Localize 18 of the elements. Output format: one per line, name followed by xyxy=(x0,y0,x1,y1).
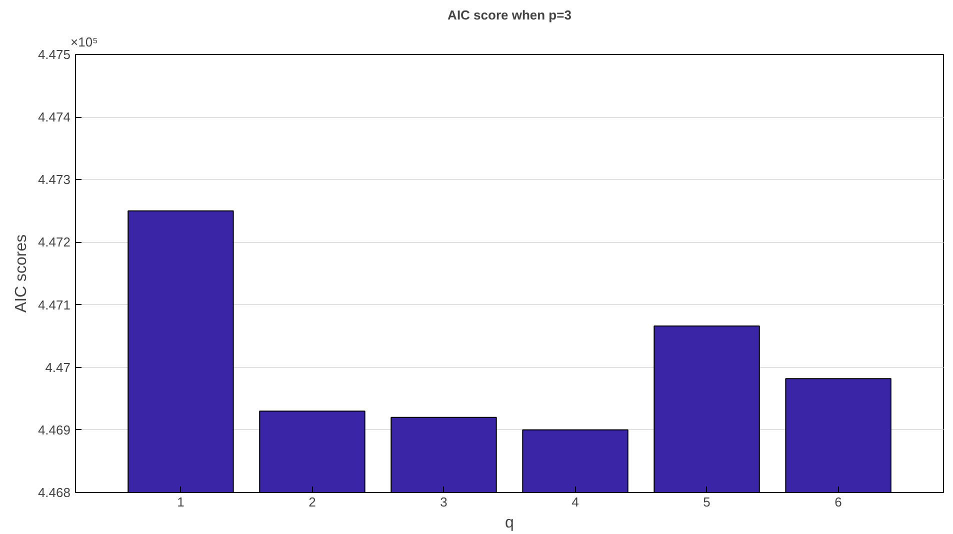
y-tick-label: 4.472 xyxy=(38,234,71,250)
chart-title: AIC score when p=3 xyxy=(448,8,572,22)
x-tick-label: 5 xyxy=(703,494,710,510)
y-axis-title: AIC scores xyxy=(12,234,30,313)
y-tick-label: 4.473 xyxy=(38,172,71,188)
x-axis-title: q xyxy=(505,514,514,532)
x-tick-label: 3 xyxy=(440,494,448,510)
x-tick-label: 1 xyxy=(177,494,184,510)
x-tick-label: 4 xyxy=(572,494,579,510)
y-tick-label: 4.474 xyxy=(38,110,71,125)
y-tick-label: 4.471 xyxy=(38,297,71,312)
y-tick-label: 4.469 xyxy=(38,422,71,438)
y-tick-label: 4.475 xyxy=(38,47,71,62)
x-tick-label: 6 xyxy=(834,494,842,510)
text: ×10⁵ xyxy=(70,34,98,50)
x-tick-label: 2 xyxy=(308,494,316,510)
y-tick-label: 4.47 xyxy=(45,360,71,375)
y-tick-label: 4.468 xyxy=(38,485,71,500)
